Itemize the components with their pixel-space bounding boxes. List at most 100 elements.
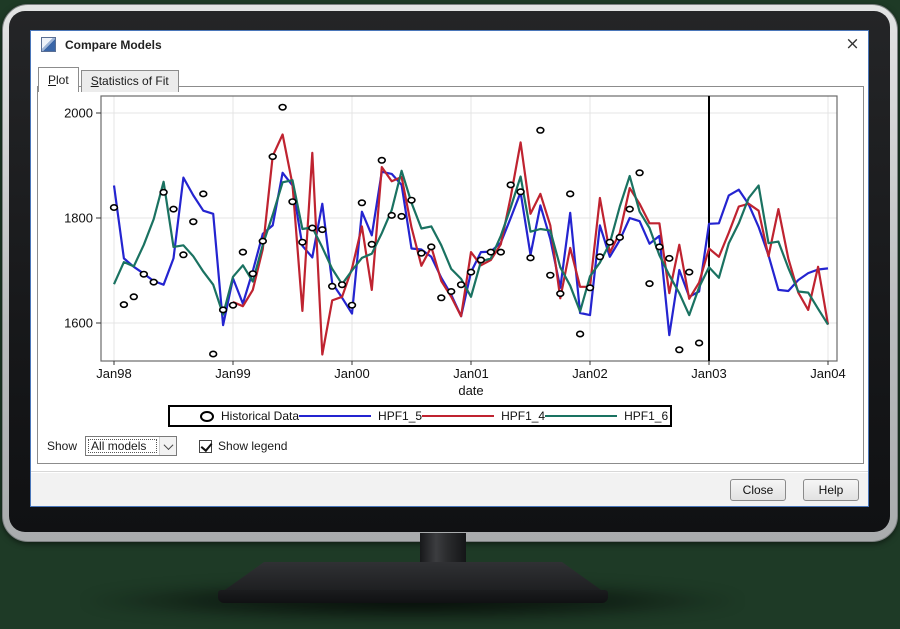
tab-statistics-label: Statistics of Fit — [90, 74, 169, 88]
data-point — [179, 251, 188, 259]
close-dialog-button[interactable]: Close — [730, 478, 786, 501]
data-point — [228, 301, 238, 309]
tab-bar: Plot Statistics of Fit — [38, 67, 181, 92]
x-tick-label: Jan04 — [810, 366, 845, 381]
show-legend-label: Show legend — [218, 439, 288, 453]
help-button[interactable]: Help — [803, 478, 859, 501]
data-point — [308, 224, 317, 232]
data-point — [585, 284, 595, 292]
legend-label: Historical Data — [221, 409, 300, 423]
data-point — [288, 198, 297, 206]
x-axis-title: date — [458, 383, 484, 398]
data-point — [456, 281, 466, 289]
data-point — [298, 238, 307, 246]
compare-models-dialog: Compare Models × Plot Statistics of Fit … — [30, 30, 869, 507]
data-point — [337, 281, 347, 289]
legend-item: HPF1_6 — [545, 409, 668, 423]
y-tick-label: 1600 — [64, 316, 93, 331]
data-point — [149, 278, 158, 286]
data-point — [357, 199, 367, 207]
data-point — [189, 218, 198, 226]
data-point — [684, 268, 694, 276]
legend-item: Historical Data — [200, 409, 299, 423]
data-point — [605, 238, 614, 246]
data-point — [536, 126, 545, 134]
series-HPF1_4 — [232, 133, 830, 356]
data-point — [268, 153, 277, 161]
monitor-stand-base-front — [218, 590, 608, 603]
data-point — [238, 248, 248, 256]
data-point — [407, 196, 416, 204]
data-point — [645, 280, 654, 288]
data-point — [417, 249, 426, 257]
data-point — [476, 256, 486, 264]
y-tick-label: 1800 — [64, 211, 93, 226]
app-icon — [41, 37, 56, 52]
legend-marker-circle-icon — [200, 410, 214, 422]
legend-marker-line-icon — [422, 414, 495, 418]
data-point — [199, 190, 208, 198]
data-point — [218, 306, 228, 314]
data-point — [496, 248, 505, 256]
data-point — [347, 301, 357, 309]
x-tick-label: Jan98 — [96, 366, 131, 381]
data-point — [129, 293, 139, 301]
data-point — [625, 205, 634, 213]
data-point — [169, 205, 178, 213]
legend-label: HPF1_4 — [501, 409, 546, 423]
data-point — [248, 270, 258, 278]
x-tick-label: Jan03 — [691, 366, 726, 381]
button-strip: Close Help — [31, 473, 868, 506]
data-point — [318, 226, 327, 234]
tab-plot-label: Plot — [48, 73, 69, 87]
legend-item: HPF1_4 — [422, 409, 545, 423]
series-HPF1_6 — [112, 169, 829, 326]
data-point — [466, 268, 476, 276]
plot-tab-panel: Jan98 Jan99 Jan00 Jan01 Jan02 Jan03 Jan04 1600 1… — [37, 86, 864, 464]
data-point — [377, 156, 386, 164]
data-point — [387, 211, 396, 219]
tab-plot[interactable]: Plot — [38, 67, 79, 92]
monitor-stand-base — [222, 562, 604, 592]
show-legend-checkbox-field[interactable]: Show legend — [199, 439, 287, 453]
data-point — [119, 301, 129, 309]
data-point — [427, 243, 436, 251]
show-models-dropdown[interactable]: All models — [85, 436, 178, 456]
data-point — [516, 188, 525, 196]
x-tick-label: Jan00 — [334, 366, 369, 381]
legend-label: HPF1_6 — [624, 409, 669, 423]
data-point — [278, 103, 287, 111]
window-title: Compare Models — [65, 38, 162, 52]
tab-statistics-of-fit[interactable]: Statistics of Fit — [80, 70, 179, 92]
dropdown-button[interactable] — [159, 437, 177, 455]
x-tick-label: Jan99 — [215, 366, 250, 381]
data-point — [665, 254, 674, 262]
legend-label: HPF1_5 — [378, 409, 423, 423]
y-tick-label: 2000 — [64, 106, 93, 121]
data-point — [328, 282, 337, 290]
data-point — [675, 346, 684, 354]
data-point — [397, 212, 406, 220]
close-button[interactable]: × — [843, 35, 862, 54]
legend-marker-line-icon — [545, 414, 618, 418]
data-point — [109, 204, 119, 212]
data-point — [526, 254, 535, 262]
separator — [31, 471, 868, 473]
show-label: Show — [47, 439, 78, 453]
data-point — [595, 253, 605, 261]
data-point — [635, 169, 644, 177]
controls-row: Show All models Show legend — [47, 435, 287, 457]
data-point — [655, 243, 664, 251]
data-point — [506, 181, 515, 189]
data-point — [556, 290, 565, 298]
data-point — [694, 339, 704, 347]
show-legend-checkbox[interactable] — [199, 439, 213, 453]
data-point — [546, 271, 555, 279]
data-point — [367, 240, 376, 248]
data-point — [159, 188, 168, 196]
x-tick-label: Jan01 — [453, 366, 488, 381]
chart-legend: Historical Data HPF1_5 HPF1_4 HPF1_6 — [168, 405, 672, 427]
x-tick-label: Jan02 — [572, 366, 607, 381]
data-point — [258, 237, 268, 245]
